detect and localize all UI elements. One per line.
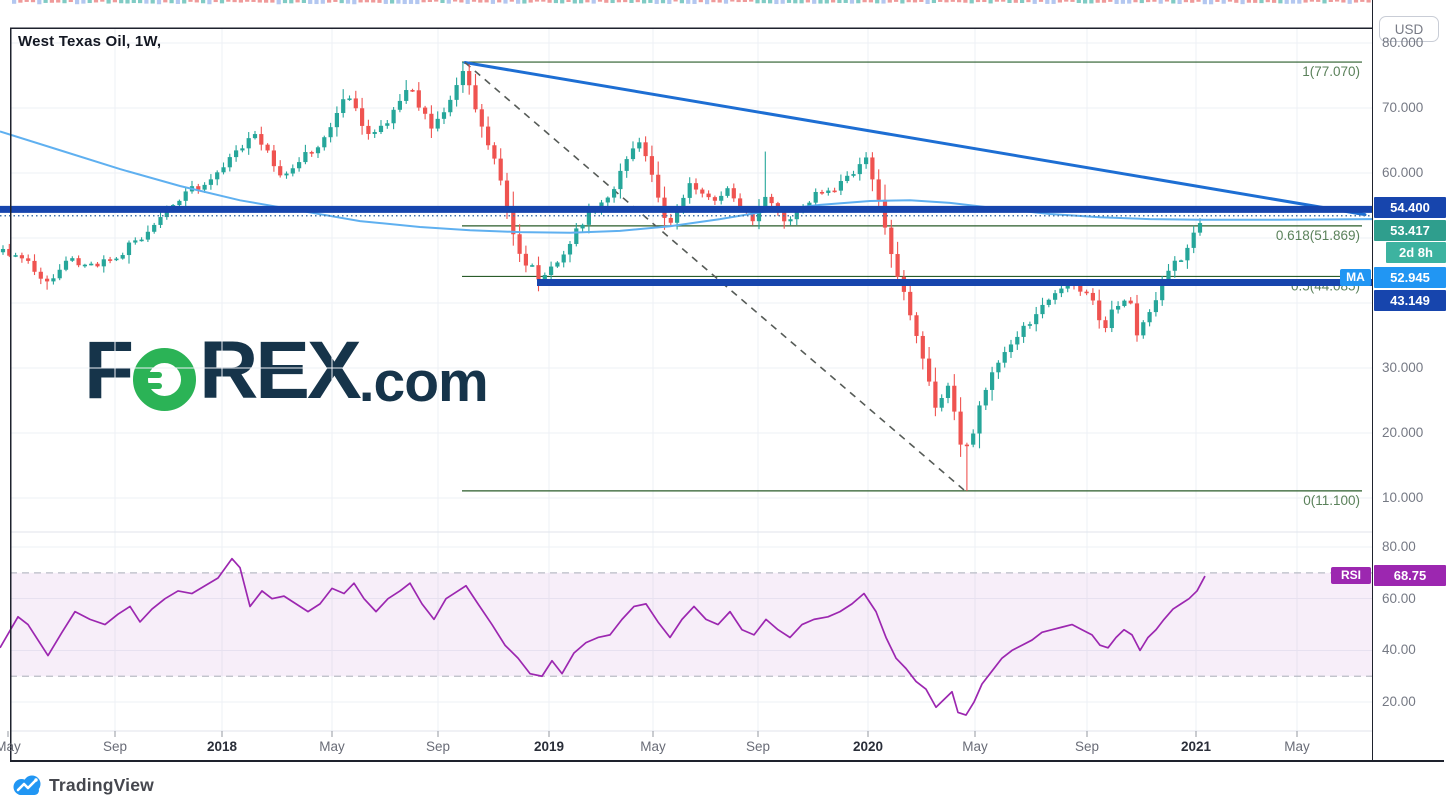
forex-letter-f: F xyxy=(84,325,134,416)
axis-tick-label: 60.00 xyxy=(1382,590,1416,606)
price-axis[interactable]: USD 80.000 70.000 60.000 30.000 20.000 10.000… xyxy=(1372,0,1447,762)
time-label: Sep xyxy=(1074,739,1100,754)
time-label: May xyxy=(640,739,666,754)
axis-tick-label: 60.000 xyxy=(1382,165,1424,180)
fib-label: 1(77.070) xyxy=(1302,64,1360,79)
clipped-candles-strip xyxy=(12,0,1371,5)
time-label: Sep xyxy=(425,739,451,754)
price-badge: 2d 8h xyxy=(1386,241,1446,263)
ma-indicator-badge: MA xyxy=(1340,268,1371,286)
fib-label: 0(11.100) xyxy=(1303,493,1360,508)
time-axis[interactable]: May Sep 2018 May Sep 2019 May Sep 2020 May Sep 2021… xyxy=(0,731,1372,761)
axis-tick-label: 30.000 xyxy=(1382,360,1424,375)
forex-letters-rex: REX xyxy=(199,325,362,416)
currency-button[interactable]: USD xyxy=(1379,16,1439,42)
time-label: 2020 xyxy=(852,739,884,754)
price-badge: 68.75 xyxy=(1374,564,1446,586)
rsi-indicator-badge: RSI xyxy=(1331,566,1371,584)
price-badge: 52.945 xyxy=(1374,266,1446,288)
tradingview-label: TradingView xyxy=(49,775,154,795)
symbol-title: West Texas Oil, 1W, xyxy=(18,33,162,50)
time-label: May xyxy=(319,739,345,754)
axis-tick-label: 10.000 xyxy=(1382,490,1424,505)
axis-tick-label: 20.00 xyxy=(1382,694,1416,710)
axis-tick-label: 80.000 xyxy=(1382,35,1424,50)
price-badge: 43.149 xyxy=(1374,289,1446,311)
axis-tick-label: 20.000 xyxy=(1382,425,1424,440)
price-badge: 53.417 xyxy=(1374,219,1446,241)
time-label: May xyxy=(1284,739,1310,754)
coin-bar-icon xyxy=(136,372,163,378)
time-label: 2021 xyxy=(1180,739,1212,754)
axis-tick-label: 70.000 xyxy=(1382,100,1424,115)
fib-label: 0.618(51.869) xyxy=(1276,228,1360,243)
chart-canvas[interactable]: 1(77.070)0.618(51.869)0.5(44.085)0(11.10… xyxy=(0,0,1372,762)
time-label: 2019 xyxy=(533,739,565,754)
forex-watermark: F REX .com xyxy=(84,325,489,416)
chart-bottom-border xyxy=(10,760,1444,762)
time-label: May xyxy=(962,739,988,754)
axis-tick-label: 40.00 xyxy=(1382,642,1416,658)
time-label: Sep xyxy=(745,739,771,754)
tradingview-cloud-icon xyxy=(13,775,41,795)
time-label: May xyxy=(0,739,21,754)
forex-dot-com: .com xyxy=(358,350,489,414)
time-label: Sep xyxy=(102,739,128,754)
price-badge: 54.400 xyxy=(1374,196,1446,218)
time-label: 2018 xyxy=(206,739,238,754)
tradingview-logo[interactable]: TradingView xyxy=(12,774,154,797)
coin-bar-icon xyxy=(136,383,163,389)
forex-coin-o-icon xyxy=(133,348,197,411)
axis-tick-label: 80.00 xyxy=(1382,539,1416,554)
